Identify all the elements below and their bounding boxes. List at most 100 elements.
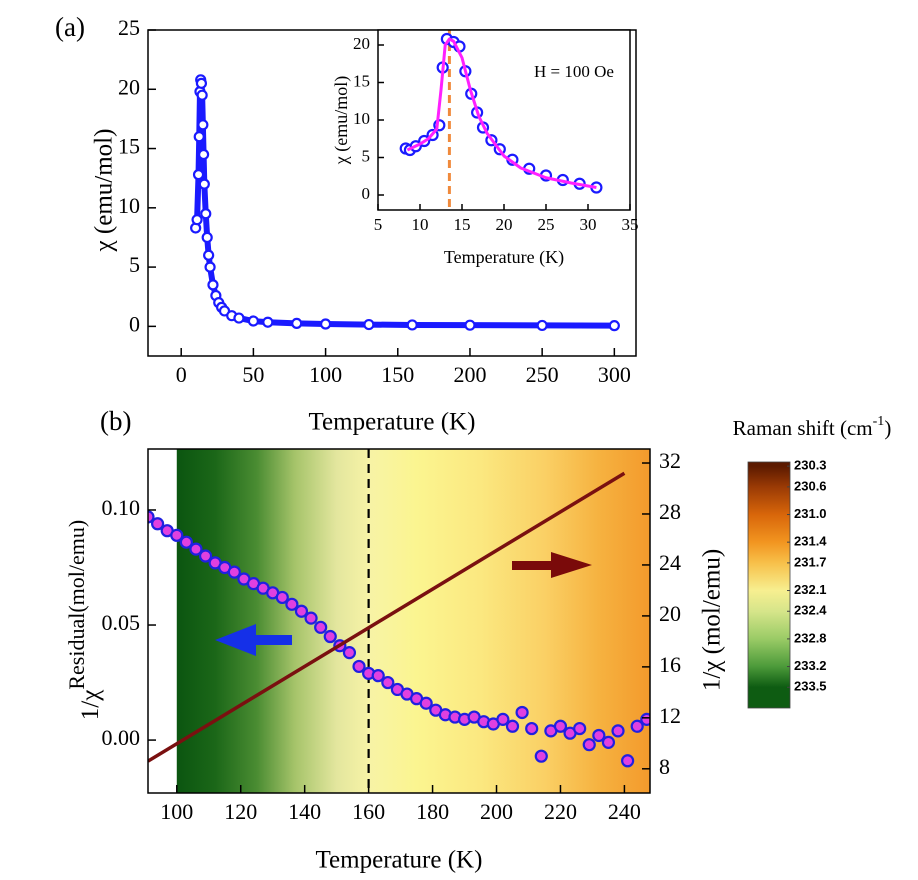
x-axis-label: Temperature (K) (444, 247, 564, 268)
marker (419, 696, 433, 710)
marker (192, 169, 205, 181)
colorbar-tick-label: 232.1 (794, 582, 827, 597)
marker (275, 590, 289, 605)
panels: 0 50 100 150 200 250 3000510152025Temperature … (55, 12, 726, 874)
colorbar (747, 461, 791, 709)
marker (304, 611, 318, 625)
right-arrow (512, 552, 592, 578)
marker (179, 535, 193, 549)
y-tick-label: 10 (353, 109, 370, 128)
frame (147, 448, 651, 794)
colorbar-tick-label: 233.2 (794, 658, 827, 673)
marker (203, 249, 215, 261)
arrows (215, 552, 592, 656)
marker (573, 721, 587, 736)
marker (342, 646, 357, 660)
colorbar-tick-label: 230.6 (794, 478, 827, 493)
x-tick-label: 30 (580, 215, 597, 234)
marker (204, 261, 216, 273)
marker (193, 131, 205, 143)
y-tick-label: 5 (129, 252, 140, 277)
marker (247, 315, 259, 327)
marker (601, 735, 616, 749)
marker (233, 312, 245, 324)
marker (553, 719, 568, 733)
colorbar-tick-label: 231.0 (794, 506, 827, 521)
marker (621, 754, 635, 768)
marker (200, 208, 212, 220)
marker (496, 712, 510, 726)
marker (323, 629, 337, 644)
x-tick-label: 120 (224, 799, 257, 824)
marker (291, 317, 303, 329)
marker (363, 318, 375, 331)
colorbar-title-part: -1 (873, 414, 885, 429)
x-tick-label: 25 (538, 215, 555, 234)
marker (198, 178, 210, 190)
marker (592, 728, 606, 743)
marker (352, 659, 366, 674)
x-tick-label: 180 (416, 799, 449, 824)
marker (207, 279, 219, 291)
marker (195, 77, 208, 89)
marker (319, 318, 332, 330)
marker (515, 705, 529, 720)
x-tick-label: 240 (608, 799, 641, 824)
marker (191, 214, 203, 226)
marker (150, 517, 165, 531)
marker (201, 231, 213, 244)
y-tick-label: 15 (353, 71, 370, 90)
marker (611, 724, 625, 738)
x-tick-label: 35 (622, 215, 639, 234)
marker (464, 319, 476, 331)
marker (196, 89, 208, 101)
x-tick-label: 5 (374, 215, 383, 234)
colorbar-tick-label: 232.8 (794, 630, 827, 645)
colorbar-tick-label: 230.3 (794, 458, 827, 473)
x-tick-label: 100 (309, 362, 342, 387)
x-axis-label: Temperature (K) (309, 409, 476, 436)
x-tick-label: 150 (381, 362, 414, 387)
marker (198, 549, 213, 563)
marker (534, 749, 548, 763)
colorbar-title-part: ) (884, 416, 891, 440)
colorbar-tick-label: 233.5 (794, 679, 827, 694)
x-tick-label: 100 (160, 799, 193, 824)
y2-tick-label: 32 (659, 448, 681, 473)
panel-label: (b) (100, 406, 131, 436)
y-axis-label-part: (mol/emu) (64, 520, 89, 613)
panel: 100 120 140 160 180 200 220 240 0.00 0.05 0.10 8 12 1… (64, 406, 726, 874)
x-tick-label: 20 (496, 215, 513, 234)
marker (582, 738, 596, 752)
annotation: H = 100 Oe (534, 62, 614, 81)
series-line (148, 471, 626, 763)
marker (294, 604, 309, 618)
x-tick-label: 10 (412, 215, 429, 234)
data (148, 471, 650, 768)
marker (525, 721, 539, 736)
x-tick-label: 200 (480, 799, 513, 824)
y-axis-label: 1/χResidual(mol/emu) (64, 520, 104, 720)
marker (371, 669, 385, 683)
y2-tick-label: 8 (659, 754, 670, 779)
y2-tick-label: 16 (659, 652, 681, 677)
y-tick-label: 0.00 (102, 725, 141, 750)
colorbar-title: Raman shift (cm-1) (733, 414, 892, 440)
y-tick-label: 15 (118, 134, 140, 159)
marker (314, 620, 328, 634)
y-tick-label: 25 (118, 15, 140, 40)
marker (197, 119, 209, 131)
y2-axis-label: 1/χ (mol/emu) (699, 549, 726, 691)
x-tick-label: 0 (176, 362, 187, 387)
marker (630, 719, 644, 733)
x-tick-label: 200 (453, 362, 486, 387)
y-tick-label: 20 (353, 34, 370, 53)
marker (536, 319, 548, 332)
marker (197, 148, 210, 161)
y-tick-label: 5 (362, 146, 371, 165)
y2-tick-label: 20 (659, 601, 681, 626)
colorbar-tick-label: 231.4 (794, 534, 827, 549)
y2-tick-label: 24 (659, 550, 681, 575)
